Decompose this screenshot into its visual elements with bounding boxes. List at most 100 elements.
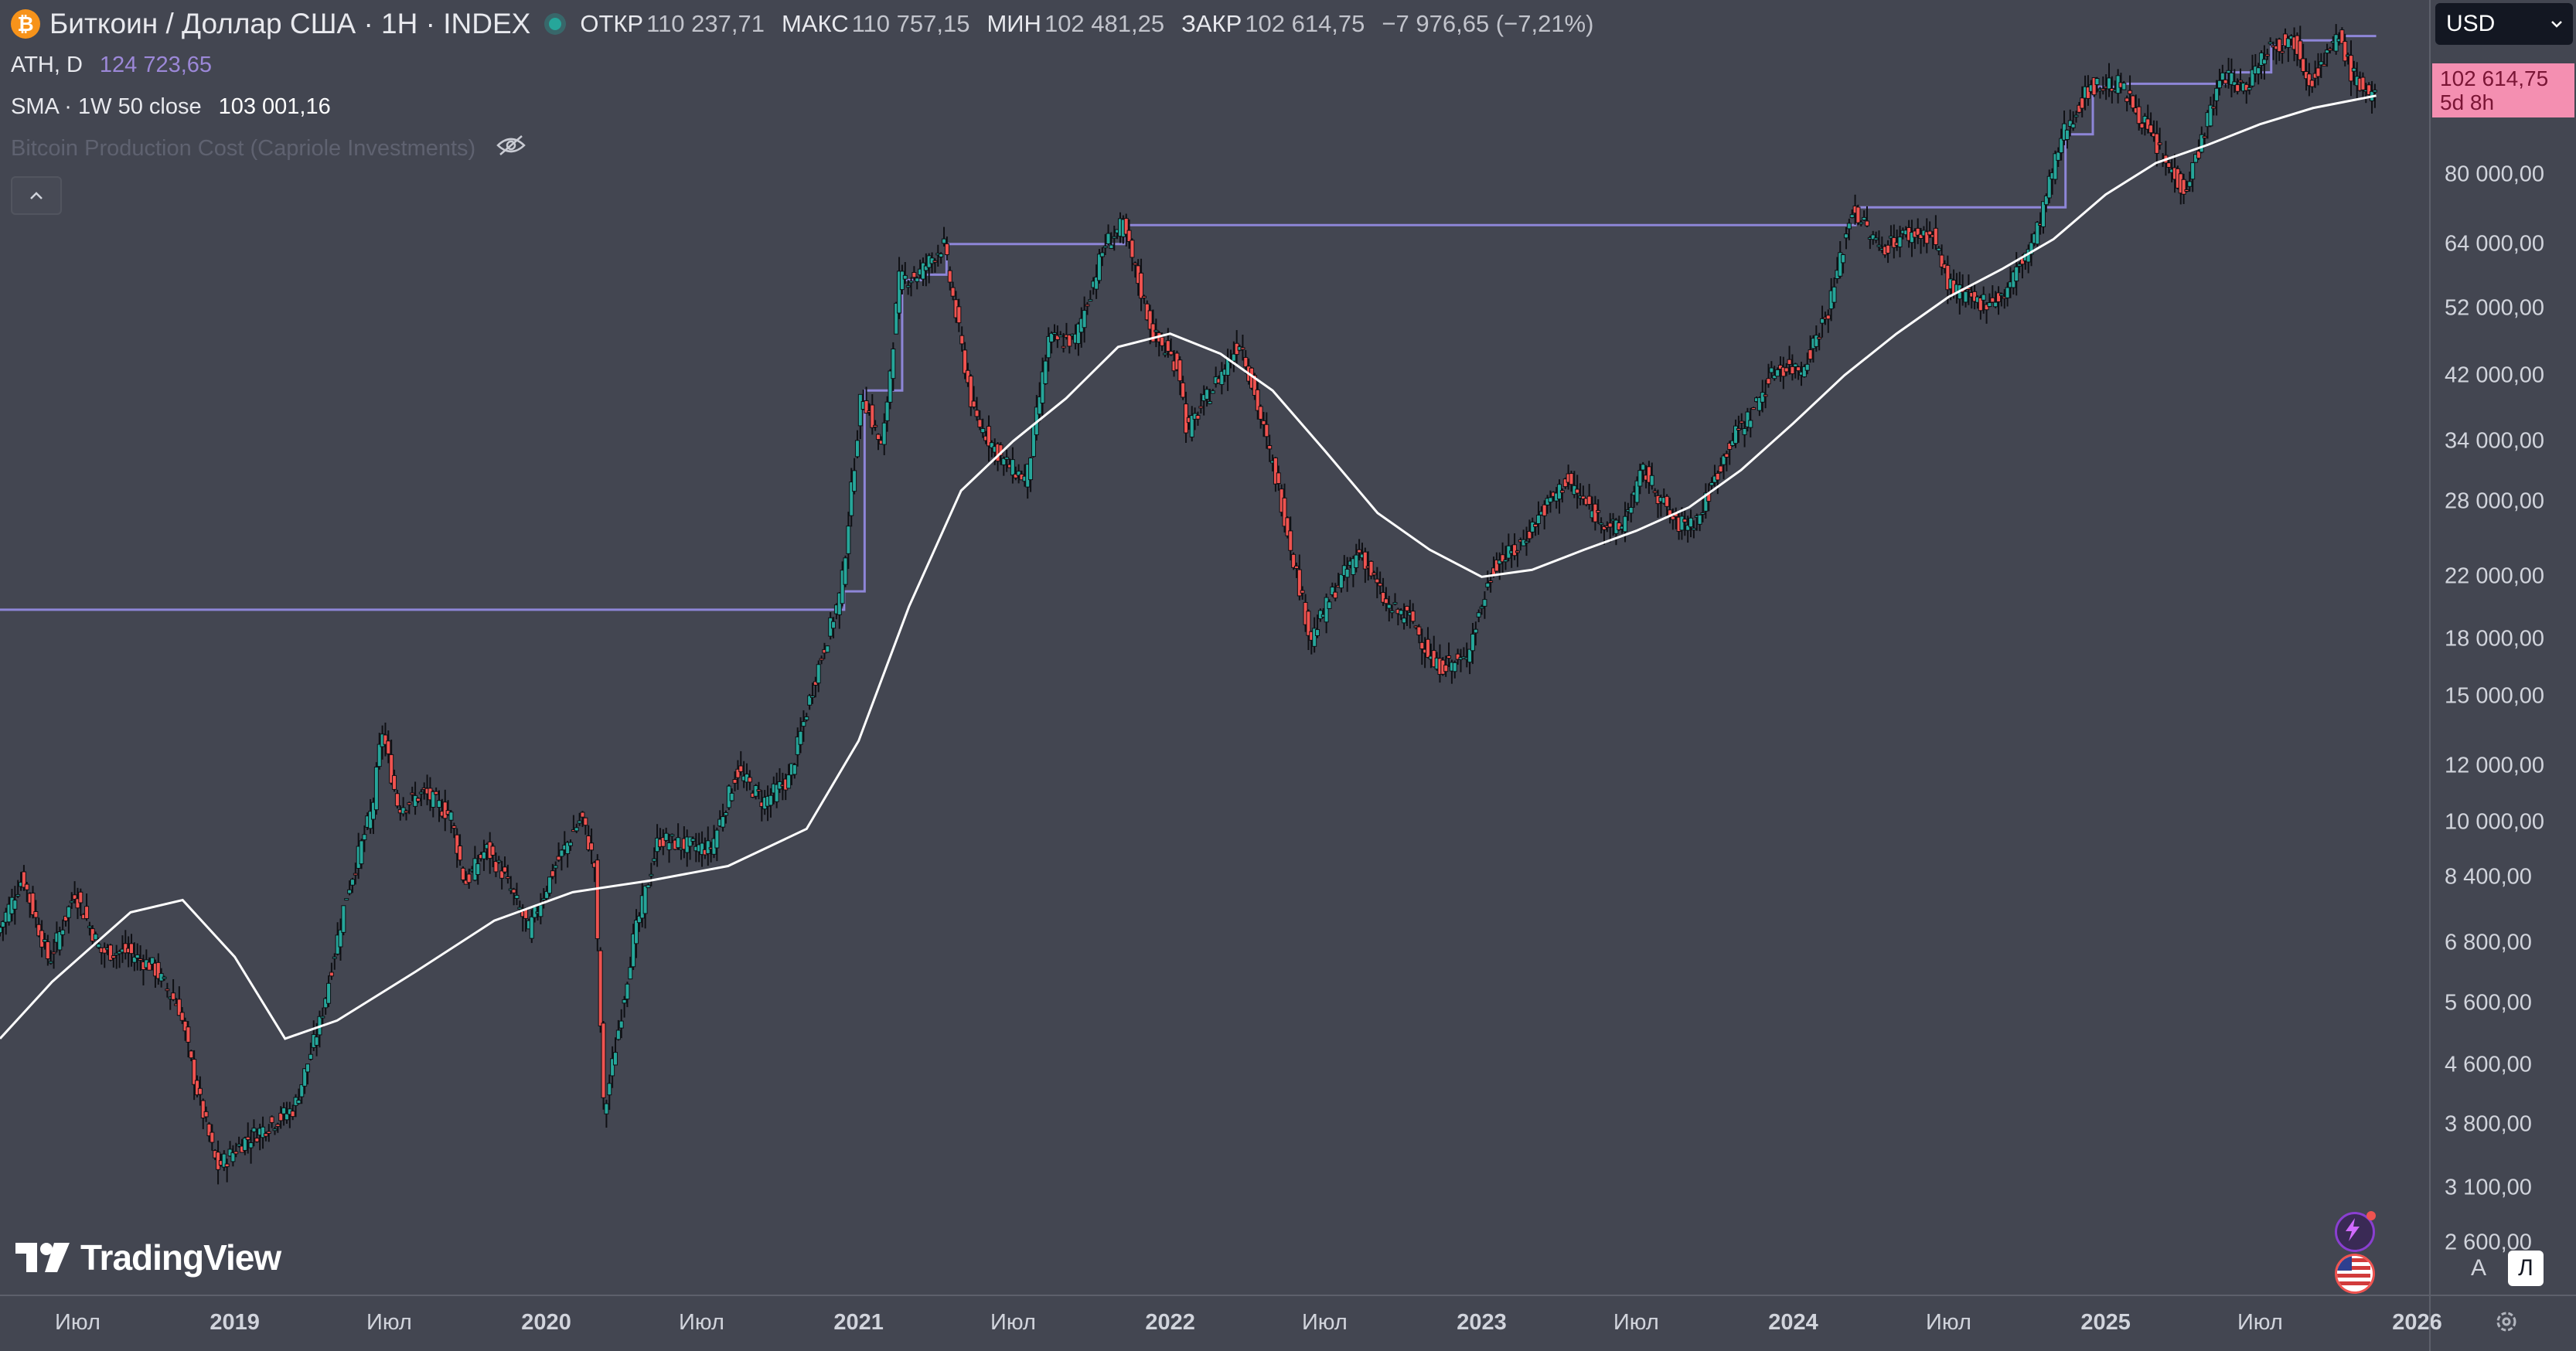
- candle-body: [2136, 106, 2142, 124]
- candle-body: [1165, 340, 1170, 352]
- candle-body: [1426, 638, 1431, 658]
- candle-body: [51, 951, 56, 955]
- candle-body: [404, 810, 409, 813]
- us-flag-icon[interactable]: [2335, 1254, 2375, 1294]
- candle-body: [1623, 516, 1628, 533]
- candle-body: [135, 954, 140, 959]
- open-value: 110 237,71: [646, 10, 765, 37]
- candle-body: [269, 1116, 274, 1123]
- candle-body: [1700, 512, 1705, 515]
- chevron-down-icon: [2551, 21, 2562, 28]
- candle-body: [1512, 544, 1518, 556]
- candle-body: [1787, 359, 1792, 365]
- current-price-value: 102 614,75: [2440, 66, 2549, 90]
- candle-body: [1130, 240, 1135, 258]
- candle-body: [2106, 77, 2111, 90]
- currency-select[interactable]: USD: [2435, 3, 2573, 45]
- candle-body: [1825, 315, 1831, 320]
- candle-body: [1231, 353, 1236, 362]
- high-value: 110 757,15: [851, 10, 970, 37]
- time-tick-year: 2020: [521, 1310, 571, 1335]
- candle-body: [1051, 332, 1057, 335]
- candle-body: [2264, 53, 2270, 56]
- candle-body: [615, 1029, 621, 1040]
- candle-body: [1028, 457, 1034, 481]
- candle-body: [843, 557, 848, 585]
- collapse-legend-button[interactable]: [11, 176, 62, 215]
- settings-icon[interactable]: [2491, 1306, 2522, 1341]
- price-chart-plot[interactable]: [0, 0, 2429, 1295]
- candle-body: [1252, 375, 1257, 396]
- candle-body: [197, 1087, 203, 1095]
- candle-body: [1682, 519, 1688, 522]
- candle-body: [1927, 230, 1933, 236]
- price-tick-label: 22 000,00: [2445, 563, 2545, 589]
- candle-body: [2073, 114, 2079, 117]
- candle-body: [266, 1131, 271, 1135]
- indicator-sma[interactable]: SMA · 1W 50 close 103 001,16: [11, 91, 331, 122]
- candle-body: [1344, 568, 1350, 578]
- symbol-title[interactable]: Биткоин / Доллар США · 1H · INDEX: [49, 8, 531, 39]
- candle-body: [1049, 332, 1055, 342]
- chart-area[interactable]: [0, 0, 2429, 1295]
- candle-body: [206, 1123, 212, 1137]
- candle-body: [792, 764, 797, 775]
- candle-body: [1181, 382, 1186, 398]
- auto-scale-button[interactable]: A: [2471, 1255, 2487, 1281]
- candle-body: [2232, 81, 2237, 86]
- candle-body: [905, 285, 911, 288]
- log-scale-button[interactable]: Л: [2508, 1251, 2544, 1286]
- candle-body: [1596, 510, 1601, 513]
- candle-body: [1503, 559, 1508, 563]
- candle-body: [2067, 120, 2073, 127]
- candle-body: [1088, 299, 1093, 302]
- candle-body: [1739, 420, 1744, 424]
- candle-body: [1793, 363, 1798, 367]
- hidden-eye-icon[interactable]: [496, 134, 526, 162]
- candle-body: [359, 840, 364, 865]
- tradingview-logo[interactable]: TradingView: [14, 1237, 281, 1278]
- low-label: МИН: [986, 10, 1041, 37]
- time-axis[interactable]: Июл 2019 Июл 2020 Июл 2021 Июл 2022 Июл 2023 Июл 20…: [0, 1295, 2442, 1351]
- candle-body: [1575, 488, 1580, 494]
- candle-body: [78, 891, 83, 904]
- candle-body: [636, 915, 642, 924]
- candle-body: [2190, 162, 2196, 180]
- candle-body: [186, 1026, 191, 1043]
- candle-body: [1330, 587, 1335, 595]
- candle-body: [2214, 87, 2220, 101]
- candle-body: [251, 1128, 257, 1132]
- candle-body: [989, 442, 994, 448]
- candle-body: [550, 870, 555, 877]
- candle-body: [873, 424, 878, 427]
- lightning-icon[interactable]: [2335, 1211, 2376, 1252]
- indicator-ath[interactable]: ATH, D 124 723,65: [11, 49, 212, 80]
- candle-body: [69, 900, 74, 904]
- candle-body: [1715, 472, 1720, 481]
- candle-body: [45, 941, 50, 960]
- candle-body: [1709, 482, 1715, 486]
- candle-body: [278, 1112, 284, 1121]
- candle-body: [1796, 366, 1801, 372]
- candle-body: [1987, 302, 1992, 308]
- candle-body: [1993, 301, 1998, 308]
- candle-body: [308, 1053, 313, 1060]
- candle-body: [2322, 63, 2327, 66]
- candle-body: [458, 845, 463, 861]
- candle-body: [687, 836, 693, 847]
- candle-body: [568, 842, 574, 846]
- candle-body: [75, 898, 80, 909]
- candle-body: [2053, 153, 2058, 180]
- candle-body: [182, 1020, 188, 1032]
- indicator-production-cost[interactable]: Bitcoin Production Cost (Capriole Invest…: [11, 133, 526, 164]
- candle-body: [1467, 648, 1473, 663]
- candle-body: [368, 811, 373, 829]
- candle-body: [392, 774, 397, 790]
- candle-body: [1996, 292, 2002, 302]
- price-axis[interactable]: 80 000,00 64 000,00 52 000,00 42 000,00 34 0…: [2429, 0, 2576, 1295]
- candle-body: [1862, 216, 1867, 221]
- candle-body: [1652, 490, 1658, 493]
- candle-body: [1580, 495, 1586, 500]
- candle-body: [1876, 244, 1882, 247]
- candle-body: [1368, 560, 1374, 577]
